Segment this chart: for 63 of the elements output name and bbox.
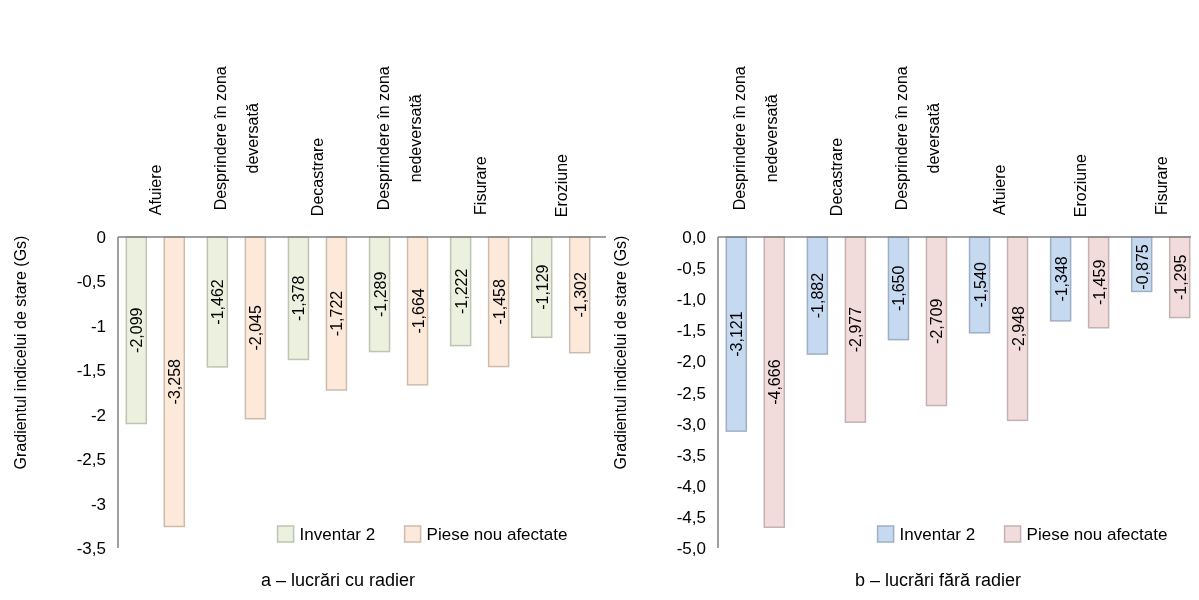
data-label: -1,650 [890, 265, 908, 311]
data-label: -3,121 [728, 311, 746, 357]
data-label: -1,222 [452, 268, 470, 314]
data-label: -2,948 [1009, 305, 1027, 352]
data-label: -1,462 [209, 279, 227, 325]
data-label: -1,722 [328, 290, 346, 337]
y-tick-label: 0,0 [682, 228, 706, 247]
data-label: -1,348 [1052, 256, 1070, 302]
y-tick-label: -0,5 [676, 259, 706, 279]
data-label: -2,977 [847, 306, 865, 353]
text: b – lucrări fără radier [854, 570, 1022, 590]
y-tick-label: -3,5 [76, 539, 106, 558]
y-tick-label: -1,5 [76, 361, 106, 381]
y-tick-label: -1,0 [676, 290, 706, 310]
y-axis-title: Gradientul indicelui de stare (Gs) [612, 235, 629, 470]
x-tick-label: Desprindere în zona deversată [212, 66, 262, 211]
y-tick-label: -2,5 [676, 383, 706, 403]
legend-label: Piese nou afectate [426, 525, 568, 544]
x-tick-label: Afuiere [147, 164, 165, 216]
data-label: -2,099 [128, 307, 146, 353]
x-tick-label: Fisurare [471, 156, 489, 215]
y-tick-label: -3,0 [676, 414, 706, 434]
x-tick-label: Eroziune [1071, 153, 1089, 218]
data-label: -2,045 [247, 305, 265, 351]
data-label: -1,540 [971, 262, 989, 308]
data-label: -1,129 [533, 264, 551, 310]
x-tick-label: Eroziune [552, 153, 570, 218]
y-tick-label: -2,0 [676, 352, 706, 372]
legend-label: Inventar 2 [899, 525, 976, 544]
y-tick-label: -2,5 [76, 450, 106, 470]
data-label: -0,875 [1133, 244, 1151, 290]
data-label: -1,378 [290, 275, 308, 321]
data-label: -4,666 [766, 359, 784, 405]
y-tick-label: 0 [96, 228, 106, 247]
data-label: -1,302 [571, 272, 589, 318]
data-label: -1,289 [371, 271, 389, 317]
y-tick-label: -4,0 [676, 476, 706, 496]
y-axis-title: Gradientul indicelui de stare (Gs) [12, 235, 29, 470]
x-tick-label: Decastrare [309, 137, 327, 217]
y-tick-label: -3,5 [676, 445, 706, 465]
data-label: -1,459 [1090, 259, 1108, 306]
x-tick-label: Afuiere [990, 164, 1008, 216]
y-tick-label: -0,5 [76, 272, 106, 292]
x-tick-label: Fisurare [1152, 156, 1170, 215]
data-label: -1,295 [1171, 254, 1189, 300]
y-tick-label: -2 [90, 405, 106, 425]
data-label: -1,664 [409, 288, 427, 334]
y-tick-label: -1 [90, 316, 106, 336]
data-label: -3,258 [166, 358, 184, 405]
legend-label: Piese nou afectate [1026, 525, 1168, 544]
data-label: -1,882 [809, 272, 827, 319]
text: a – lucrări cu radier [260, 570, 416, 590]
legend-label: Inventar 2 [299, 525, 376, 544]
y-tick-label: -4,5 [676, 507, 706, 527]
data-label: -1,458 [490, 279, 508, 325]
y-tick-label: -5,0 [676, 539, 706, 558]
y-tick-label: -1,5 [676, 321, 706, 341]
x-tick-label: Desprindere în zona nedeversată [731, 66, 781, 211]
x-tick-label: Decastrare [828, 137, 846, 217]
x-tick-label: Desprindere în zona deversată [893, 66, 943, 211]
y-tick-label: -3 [90, 494, 106, 514]
data-label: -2,709 [928, 298, 946, 344]
x-tick-label: Desprindere în zona nedeversată [374, 66, 424, 211]
